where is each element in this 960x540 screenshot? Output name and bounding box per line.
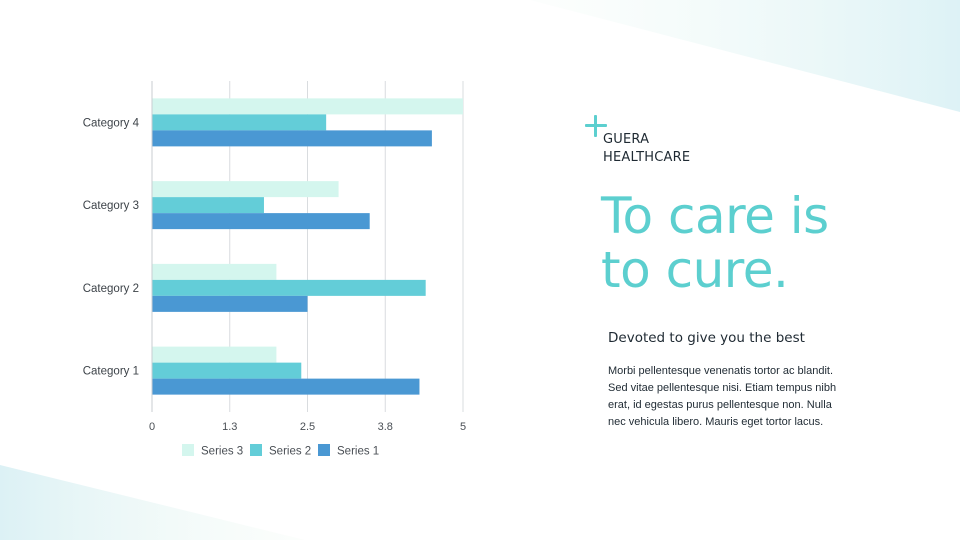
bottom-left-gradient-shape	[0, 465, 305, 540]
headline-line-1: To care is	[601, 187, 829, 245]
body-paragraph: Morbi pellentesque venenatis tortor ac b…	[608, 363, 848, 431]
body-line: nec vehicula libero. Mauris eget tortor …	[608, 416, 824, 428]
subtitle: Devoted to give you the best	[608, 330, 805, 346]
body-line: Sed vitae pellentesque nisi. Etiam tempu…	[608, 382, 837, 394]
bar-series-3	[152, 98, 463, 115]
category-label: Category 2	[83, 283, 139, 295]
brand-line-2: HEALTHCARE	[603, 150, 691, 165]
category-label: Category 1	[83, 366, 139, 378]
legend-label: Series 2	[269, 446, 311, 458]
x-tick-label: 3.8	[378, 421, 393, 433]
category-label: Category 4	[83, 117, 140, 129]
x-tick-label: 1.3	[222, 421, 237, 433]
bar-series-1	[152, 130, 432, 147]
headline-line-2: to cure.	[601, 241, 789, 299]
top-right-gradient-shape	[530, 0, 960, 112]
body-line: Morbi pellentesque venenatis tortor ac b…	[608, 365, 834, 377]
legend-label: Series 1	[337, 446, 379, 458]
legend-swatch	[250, 444, 262, 456]
category-label: Category 3	[83, 200, 139, 212]
bar-series-1	[152, 378, 420, 395]
legend-label: Series 3	[201, 446, 243, 458]
bar-series-2	[152, 362, 302, 379]
legend-swatch	[182, 444, 194, 456]
headline: To care is to cure.	[601, 189, 829, 297]
x-tick-label: 5	[460, 421, 466, 433]
bar-series-1	[152, 213, 370, 230]
bar-series-3	[152, 181, 339, 198]
brand-line-1: GUERA	[603, 132, 650, 147]
body-line: erat, id egestas purus pellentesque non.…	[608, 399, 832, 411]
x-tick-label: 0	[149, 421, 155, 433]
legend-swatch	[318, 444, 330, 456]
bar-series-2	[152, 114, 327, 131]
bar-series-2	[152, 197, 264, 214]
bar-series-1	[152, 295, 308, 312]
bar-series-2	[152, 279, 426, 296]
bar-series-3	[152, 263, 277, 280]
bar-series-3	[152, 346, 277, 363]
x-tick-label: 2.5	[300, 421, 315, 433]
plus-icon	[585, 115, 607, 137]
brand-name: GUERA HEALTHCARE	[603, 131, 690, 167]
